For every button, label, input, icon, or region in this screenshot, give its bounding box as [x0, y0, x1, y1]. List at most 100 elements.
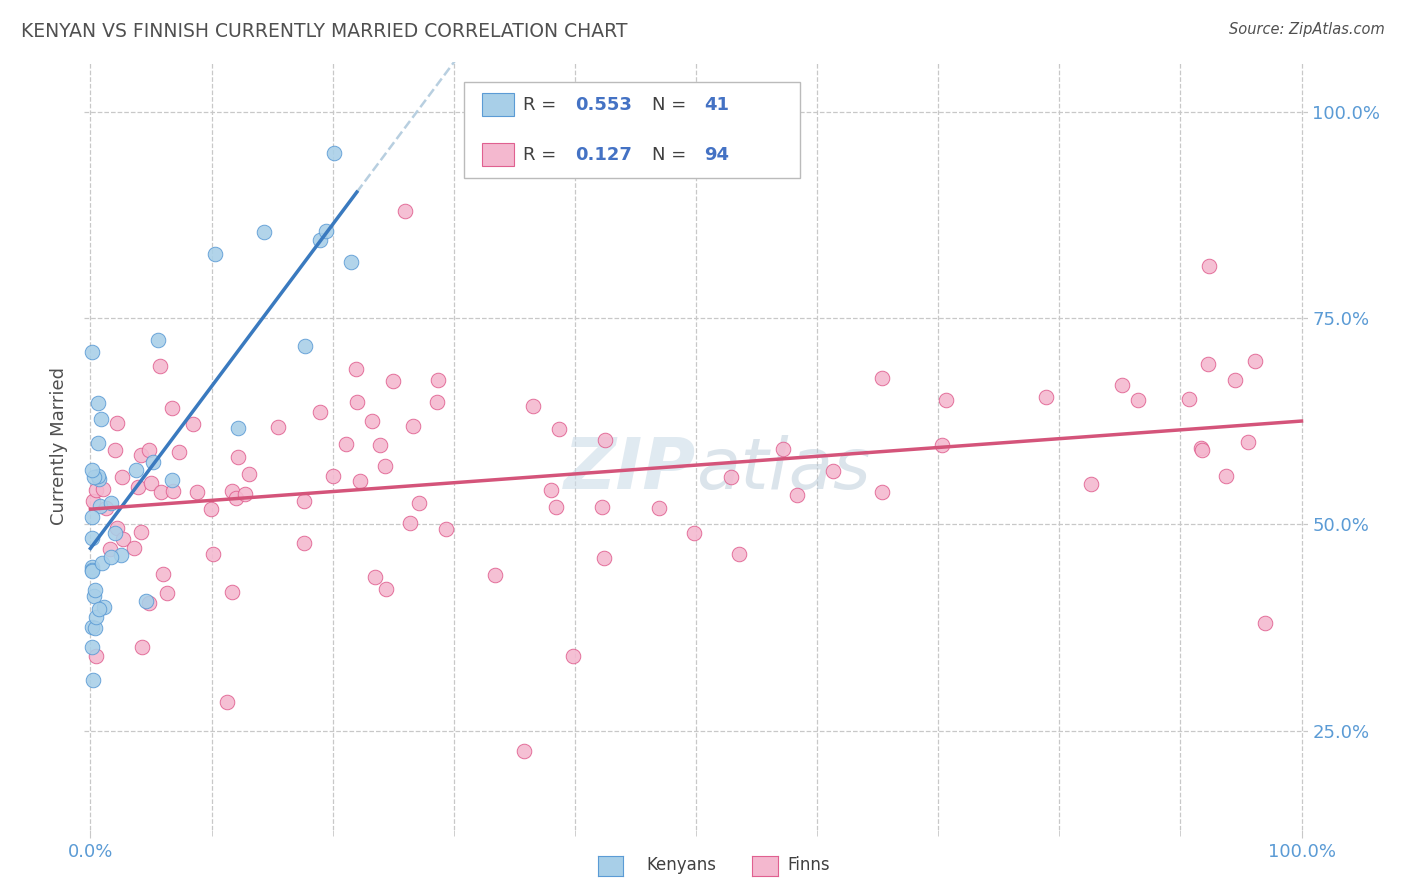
Text: Finns: Finns [787, 856, 830, 874]
Point [1189, 441, 1212, 455]
Point [935, 393, 957, 408]
Point [122, 541, 145, 555]
Point [870, 370, 893, 384]
Point [547, 422, 569, 436]
Point [83, 589, 105, 603]
Point [204, 247, 226, 261]
Point [540, 483, 562, 498]
Point [87, 396, 110, 410]
Text: R =: R = [523, 146, 562, 164]
Point [221, 483, 243, 498]
Point [201, 547, 224, 561]
Point [394, 203, 416, 218]
FancyBboxPatch shape [464, 81, 800, 178]
Text: N =: N = [652, 146, 692, 164]
Point [131, 640, 153, 655]
Point [152, 566, 174, 581]
FancyBboxPatch shape [482, 143, 513, 166]
Point [84, 583, 107, 598]
Point [104, 526, 127, 541]
Point [226, 421, 249, 435]
Point [105, 416, 128, 430]
Point [1191, 442, 1213, 457]
Point [186, 484, 208, 499]
Point [125, 463, 148, 477]
Point [162, 484, 184, 499]
Point [346, 362, 368, 376]
Text: atlas: atlas [696, 434, 870, 503]
Point [80, 463, 103, 477]
Point [111, 532, 134, 546]
Point [360, 414, 382, 428]
Point [294, 339, 316, 353]
Point [322, 469, 344, 483]
Point [374, 458, 396, 473]
Point [1198, 260, 1220, 274]
Point [772, 442, 794, 457]
Point [308, 405, 330, 419]
Point [84, 483, 107, 497]
Point [149, 484, 172, 499]
Point [93, 599, 115, 614]
Point [252, 225, 274, 239]
Point [93, 483, 115, 497]
Point [1177, 392, 1199, 406]
Point [87, 601, 110, 615]
Point [80, 640, 103, 654]
Point [238, 467, 260, 481]
Point [870, 484, 893, 499]
Point [183, 417, 205, 431]
Point [315, 225, 337, 239]
Point [425, 395, 447, 409]
Point [90, 556, 112, 570]
Point [89, 499, 111, 513]
Point [363, 569, 385, 583]
Point [593, 433, 616, 447]
Point [80, 510, 103, 524]
Point [381, 374, 404, 388]
Point [1254, 616, 1277, 631]
Point [408, 495, 430, 509]
Point [80, 559, 103, 574]
Point [139, 475, 162, 490]
Point [87, 436, 110, 450]
Point [368, 438, 391, 452]
Text: 94: 94 [704, 146, 730, 164]
Point [292, 494, 315, 508]
Point [233, 487, 256, 501]
Point [162, 401, 184, 415]
Point [1223, 373, 1246, 387]
Text: 41: 41 [704, 96, 730, 114]
Point [720, 469, 742, 483]
Point [821, 464, 844, 478]
Point [402, 418, 425, 433]
Text: KENYAN VS FINNISH CURRENTLY MARRIED CORRELATION CHART: KENYAN VS FINNISH CURRENTLY MARRIED CORR… [21, 22, 627, 41]
Point [267, 420, 290, 434]
Point [215, 695, 238, 709]
Point [138, 596, 160, 610]
Point [100, 496, 122, 510]
Point [484, 568, 506, 582]
Point [931, 438, 953, 452]
Point [546, 500, 568, 514]
Point [98, 542, 121, 557]
Point [110, 548, 132, 562]
Point [1111, 378, 1133, 392]
Point [522, 399, 544, 413]
Point [129, 524, 152, 539]
Point [84, 610, 107, 624]
Point [104, 442, 127, 457]
Point [127, 480, 149, 494]
Point [335, 436, 357, 450]
Point [398, 516, 420, 530]
Point [135, 594, 157, 608]
Point [149, 359, 172, 373]
Point [83, 469, 105, 483]
Text: 0.127: 0.127 [575, 146, 631, 164]
Text: N =: N = [652, 96, 692, 114]
Point [322, 146, 344, 161]
Point [562, 649, 585, 664]
Point [1237, 435, 1260, 450]
Point [83, 621, 105, 635]
Point [80, 620, 103, 634]
